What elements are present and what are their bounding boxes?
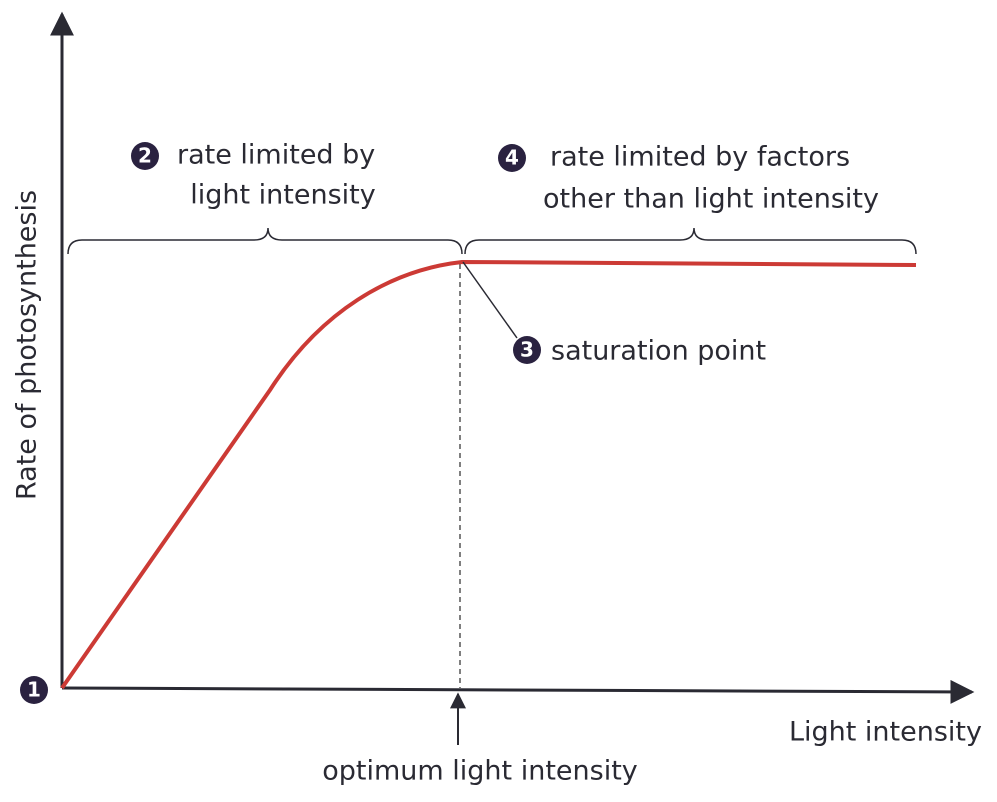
optimum-label: optimum light intensity: [322, 756, 638, 787]
badge-number: 1: [27, 678, 41, 702]
brace: [464, 227, 917, 255]
annotation-text: other than light intensity: [543, 184, 879, 215]
annotation-text: rate limited by factors: [550, 142, 850, 173]
x-axis: [61, 679, 975, 704]
badge: [513, 336, 541, 364]
badge-number: 4: [505, 146, 519, 170]
badge-number: 3: [520, 338, 534, 362]
brace: [67, 227, 463, 255]
badge: [20, 676, 48, 704]
pointer: [462, 261, 518, 339]
curve: [60, 259, 917, 690]
badge-number: 2: [138, 144, 152, 168]
badge: [131, 142, 159, 170]
annotation-text: rate limited by: [177, 140, 375, 171]
x-axis-label: Light intensity: [789, 717, 982, 748]
annotation-text: saturation point: [551, 336, 766, 367]
y-axis-label: Rate of photosynthesis: [12, 190, 43, 500]
annotation-text: light intensity: [190, 180, 376, 211]
badge: [498, 144, 526, 172]
